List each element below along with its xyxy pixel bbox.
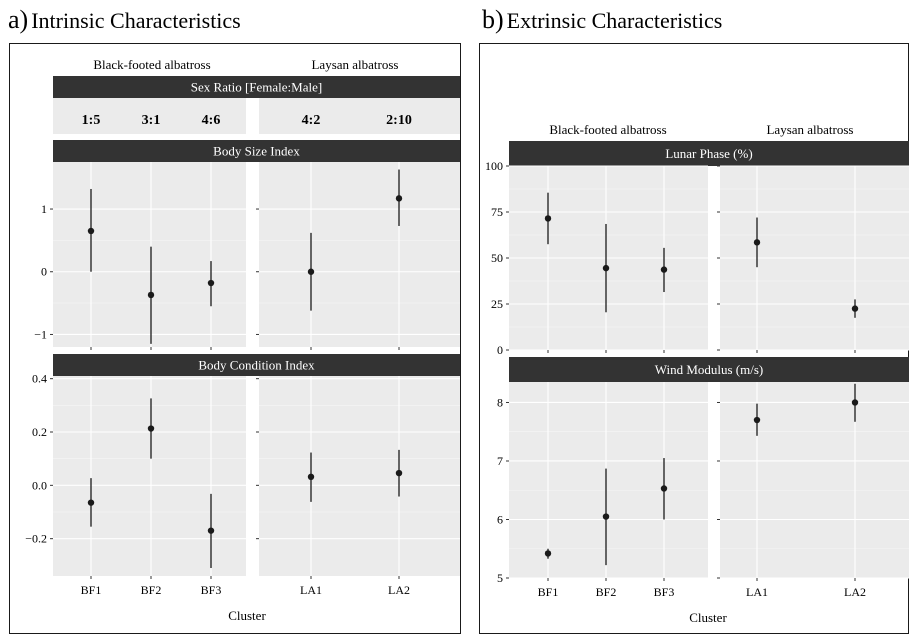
wind-modulus-y-tick-label: 6 [497, 512, 503, 526]
wind-modulus-point-bf2 [602, 513, 610, 520]
wind-modulus-y-tick-label: 7 [497, 454, 503, 468]
body-condition-point-la2 [395, 469, 403, 477]
body-condition-x-tick-label: BF1 [81, 583, 102, 597]
lunar-phase-strip [509, 141, 909, 166]
body-size-y-tick-label: 0 [41, 265, 47, 279]
panel-a-heading: a) Intrinsic Characteristics [8, 5, 241, 34]
wind-modulus-point-la1 [753, 416, 761, 424]
wind-modulus-y-tick-label: 5 [497, 571, 503, 585]
wind-modulus-strip-title: Wind Modulus (m/s) [655, 362, 764, 377]
panel-a-x-axis-title: Cluster [228, 608, 266, 623]
body-size-point-bf2 [147, 291, 155, 299]
lunar-phase-strip-title: Lunar Phase (%) [665, 146, 752, 161]
body-condition-x-tick-label: BF2 [141, 583, 162, 597]
lunar-phase-point-bf1 [544, 215, 552, 222]
chart-area: Sex Ratio [Female:Male] 1:5 3:1 4:6 4:2 2:10 B… [25, 76, 909, 599]
lunar-phase-point-bf2 [602, 264, 610, 272]
lunar-phase-y-tick-label: 0 [497, 343, 503, 357]
sex-ratio-panel-2 [259, 98, 460, 134]
wind-modulus-x-tick-label: LA1 [746, 585, 768, 599]
panel-b-x-axis-title: Cluster [689, 610, 727, 625]
body-condition-x-tick-label: LA2 [388, 583, 410, 597]
body-size-point-la2 [395, 195, 403, 202]
body-condition-panel-1 [53, 376, 246, 576]
lunar-phase-y-tick-label: 100 [485, 159, 503, 173]
sex-ratio-cell: 4:6 [202, 113, 221, 128]
body-condition-strip [53, 354, 460, 376]
sex-ratio-panel-1 [53, 98, 246, 134]
wind-modulus-point-bf3 [660, 485, 668, 492]
body-condition-point-bf2 [147, 425, 155, 432]
lunar-phase-y-tick-label: 50 [491, 251, 503, 265]
wind-modulus-y-tick-label: 8 [497, 395, 503, 409]
sex-ratio-strip [53, 76, 460, 98]
sex-ratio-cell: 1:5 [82, 113, 101, 128]
body-size-strip-title: Body Size Index [213, 144, 300, 159]
body-condition-x-tick-label: LA1 [300, 583, 322, 597]
lunar-phase-point-la2 [851, 305, 859, 312]
sex-ratio-strip-title: Sex Ratio [Female:Male] [191, 80, 322, 95]
wind-modulus-x-tick-label: BF3 [654, 585, 675, 599]
body-condition-x-tick-label: BF3 [201, 583, 222, 597]
body-size-point-la1 [307, 268, 315, 275]
sex-ratio-cell: 2:10 [386, 113, 412, 128]
sex-ratio-cell: 4:2 [302, 113, 321, 128]
wind-modulus-panel-1 [509, 382, 708, 578]
body-condition-y-tick-label: −0.2 [25, 532, 47, 546]
body-size-point-bf3 [207, 279, 215, 287]
wind-modulus-strip [509, 357, 909, 382]
body-condition-point-bf1 [87, 499, 95, 506]
body-condition-strip-title: Body Condition Index [198, 358, 315, 373]
body-size-panel-1 [53, 162, 246, 347]
body-size-panel-2 [259, 162, 460, 347]
panel-a-species-header-laysan: Laysan albatross [311, 57, 398, 72]
body-condition-panel-2 [259, 376, 460, 576]
body-size-strip [53, 140, 460, 162]
wind-modulus-x-tick-label: BF1 [538, 585, 559, 599]
wind-modulus-x-tick-label: BF2 [596, 585, 617, 599]
panel-b-species-header-black-footed: Black-footed albatross [549, 122, 666, 137]
body-condition-y-tick-label: 0.0 [32, 478, 47, 492]
body-condition-point-bf3 [207, 527, 215, 534]
panel-a-species-header-black-footed: Black-footed albatross [93, 57, 210, 72]
lunar-phase-y-tick-label: 75 [491, 205, 503, 219]
wind-modulus-x-tick-label: LA2 [844, 585, 866, 599]
wind-modulus-point-bf1 [544, 550, 552, 557]
wind-modulus-panel-2 [720, 382, 909, 578]
body-condition-y-tick-label: 0.2 [32, 425, 47, 439]
body-condition-y-tick-label: 0.4 [32, 372, 47, 386]
body-condition-point-la1 [307, 473, 315, 480]
body-size-point-bf1 [87, 227, 95, 235]
panel-b-heading: b) Extrinsic Characteristics [482, 5, 722, 34]
lunar-phase-point-la1 [753, 239, 761, 246]
sex-ratio-cell: 3:1 [142, 113, 161, 128]
wind-modulus-point-la2 [851, 399, 859, 406]
body-size-y-tick-label: −1 [34, 327, 47, 341]
body-size-y-tick-label: 1 [41, 202, 47, 216]
lunar-phase-y-tick-label: 25 [491, 297, 503, 311]
panel-b-species-header-laysan: Laysan albatross [766, 122, 853, 137]
lunar-phase-point-bf3 [660, 266, 668, 273]
